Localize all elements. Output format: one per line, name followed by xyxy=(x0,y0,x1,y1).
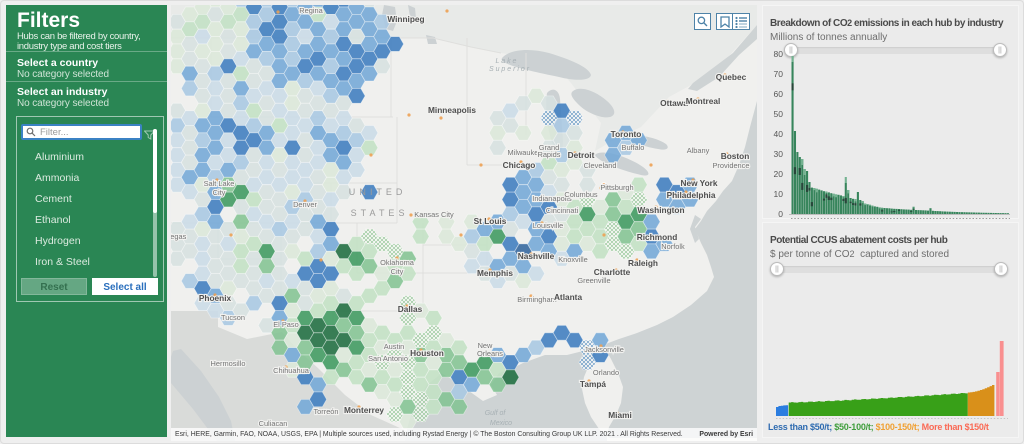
svg-text:San Antonio: San Antonio xyxy=(368,354,408,363)
svg-text:City: City xyxy=(213,188,226,197)
svg-text:New: New xyxy=(478,341,493,350)
svg-text:Milwaukee: Milwaukee xyxy=(508,148,543,157)
svg-text:New York: New York xyxy=(680,178,717,188)
svg-text:50: 50 xyxy=(774,109,784,119)
svg-text:Raleigh: Raleigh xyxy=(628,258,658,268)
svg-text:City: City xyxy=(391,267,404,276)
svg-text:Torreón: Torreón xyxy=(313,407,338,416)
svg-text:20: 20 xyxy=(774,169,784,179)
svg-text:Memphis: Memphis xyxy=(477,268,513,278)
svg-text:Oklahoma: Oklahoma xyxy=(380,258,415,267)
svg-text:L a k e: L a k e xyxy=(496,58,517,65)
svg-text:Tampá: Tampá xyxy=(580,379,607,389)
svg-text:Cincinnati: Cincinnati xyxy=(546,206,579,215)
svg-text:Atlanta: Atlanta xyxy=(554,292,583,302)
svg-text:Cleveland: Cleveland xyxy=(584,161,617,170)
svg-text:Kansas City: Kansas City xyxy=(414,210,454,219)
svg-text:Grand: Grand xyxy=(539,143,560,152)
svg-text:Nashville: Nashville xyxy=(518,251,555,261)
svg-text:Charlotte: Charlotte xyxy=(594,267,631,277)
svg-text:Vegas: Vegas xyxy=(171,232,187,241)
svg-text:Orlando: Orlando xyxy=(593,368,619,377)
svg-text:Indianapolis: Indianapolis xyxy=(532,194,572,203)
svg-text:Mexico: Mexico xyxy=(490,420,512,427)
svg-text:60: 60 xyxy=(774,89,784,99)
svg-text:10: 10 xyxy=(774,189,784,199)
svg-text:Regina: Regina xyxy=(299,6,323,15)
svg-text:Boston: Boston xyxy=(721,151,750,161)
svg-text:Greenville: Greenville xyxy=(577,276,610,285)
svg-text:Denver: Denver xyxy=(293,200,317,209)
svg-text:Tucson: Tucson xyxy=(221,313,245,322)
svg-text:Columbus: Columbus xyxy=(564,190,598,199)
svg-text:0: 0 xyxy=(778,209,783,219)
svg-text:Austin: Austin xyxy=(384,342,405,351)
svg-text:Norfolk: Norfolk xyxy=(661,242,685,251)
svg-text:Pittsburgh: Pittsburgh xyxy=(600,183,633,192)
svg-text:Culiacan: Culiacan xyxy=(259,419,288,428)
svg-text:Chihuahua: Chihuahua xyxy=(273,366,310,375)
svg-text:Richmond: Richmond xyxy=(637,232,678,242)
svg-text:U N I T E D: U N I T E D xyxy=(349,187,403,197)
svg-text:Detroit: Detroit xyxy=(568,150,595,160)
svg-text:Quebec: Quebec xyxy=(716,72,747,82)
svg-text:S u p e r i o r: S u p e r i o r xyxy=(489,66,530,73)
svg-text:Chicago: Chicago xyxy=(503,160,536,170)
svg-text:Ottawa: Ottawa xyxy=(660,98,688,108)
svg-text:S T A T E S: S T A T E S xyxy=(351,208,406,218)
svg-text:Montreal: Montreal xyxy=(686,96,721,106)
svg-text:Monterrey: Monterrey xyxy=(344,405,384,415)
svg-text:30: 30 xyxy=(774,149,784,159)
svg-text:Minneapolis: Minneapolis xyxy=(428,105,476,115)
svg-text:70: 70 xyxy=(774,69,784,79)
svg-text:Salt Lake: Salt Lake xyxy=(204,179,235,188)
svg-text:Philadelphia: Philadelphia xyxy=(667,190,716,200)
svg-text:Jacksonville: Jacksonville xyxy=(584,345,624,354)
svg-text:Washington: Washington xyxy=(637,205,684,215)
svg-text:80: 80 xyxy=(774,49,784,59)
svg-text:Hermosillo: Hermosillo xyxy=(211,359,246,368)
svg-text:Winnipeg: Winnipeg xyxy=(387,14,424,24)
svg-text:St Louis: St Louis xyxy=(474,216,507,226)
svg-text:40: 40 xyxy=(774,129,784,139)
svg-text:Dallas: Dallas xyxy=(398,304,423,314)
svg-text:Birmingham: Birmingham xyxy=(517,295,556,304)
svg-text:Knoxville: Knoxville xyxy=(558,255,588,264)
svg-text:Houston: Houston xyxy=(410,348,444,358)
svg-text:Gulf of: Gulf of xyxy=(485,410,507,417)
svg-text:Orleans: Orleans xyxy=(477,349,503,358)
svg-text:El Paso: El Paso xyxy=(273,320,298,329)
svg-text:Rapids: Rapids xyxy=(537,150,560,159)
svg-text:Providence: Providence xyxy=(713,161,750,170)
svg-text:Phoenix: Phoenix xyxy=(199,293,232,303)
svg-text:Louisville: Louisville xyxy=(533,221,563,230)
svg-text:Buffalo: Buffalo xyxy=(622,143,645,152)
svg-text:Miami: Miami xyxy=(608,410,632,420)
svg-text:Albany: Albany xyxy=(687,146,710,155)
svg-text:Toronto: Toronto xyxy=(611,129,642,139)
